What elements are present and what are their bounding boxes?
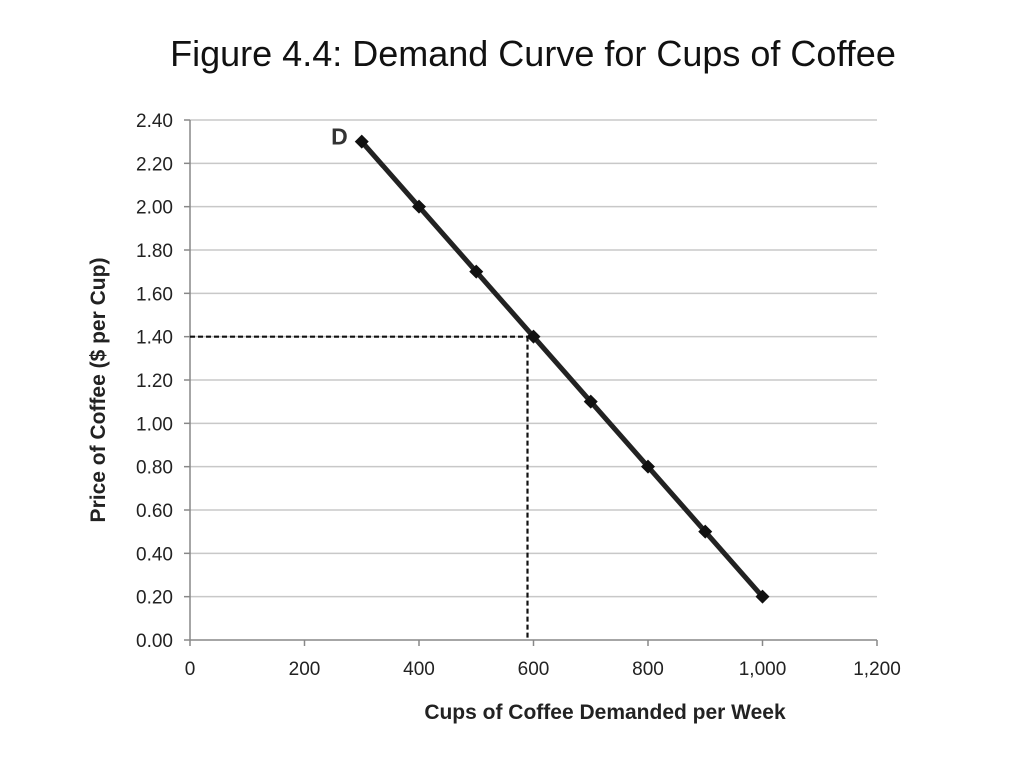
grid-lines	[190, 119, 877, 598]
tick-labels: 0.00 0.20 0.40 0.60 0.80 1.00 1.20 1.40 1.60 1.80…	[136, 111, 901, 680]
y-tick-label: 1.80	[136, 241, 173, 262]
x-tick-label: 1,200	[853, 659, 901, 680]
y-tick-label: 1.40	[136, 328, 173, 349]
y-tick-label: 0.80	[136, 458, 173, 479]
y-tick-label: 1.60	[136, 284, 173, 305]
y-tick-label: 2.00	[136, 198, 173, 219]
x-tick-label: 200	[289, 659, 321, 680]
series-label-D: D	[331, 124, 348, 150]
x-tick-label: 600	[518, 659, 550, 680]
y-tick-label: 0.20	[136, 588, 173, 609]
axes	[184, 119, 878, 646]
x-tick-label: 400	[403, 659, 435, 680]
demand-point-marker	[641, 459, 655, 474]
y-tick-label: 1.20	[136, 371, 173, 392]
demand-point-marker	[469, 264, 484, 279]
demand-curve-line	[359, 139, 765, 600]
reference-lines	[190, 335, 529, 640]
y-tick-label: 0.40	[136, 544, 173, 565]
x-tick-label: 1,000	[739, 659, 787, 680]
demand-point-marker	[412, 199, 426, 214]
chart-title: Figure 4.4: Demand Curve for Cups of Cof…	[170, 33, 896, 74]
y-axis-label: Price of Coffee ($ per Cup)	[87, 258, 110, 523]
demand-series: D	[331, 124, 770, 604]
y-tick-label: 2.40	[136, 111, 173, 132]
y-tick-label: 1.00	[136, 414, 173, 435]
demand-point-marker	[755, 589, 770, 604]
y-tick-label: 0.60	[136, 501, 173, 522]
x-tick-label: 0	[185, 659, 196, 680]
x-axis-label: Cups of Coffee Demanded per Week	[424, 701, 786, 724]
y-tick-label: 2.20	[136, 154, 173, 175]
y-tick-label: 0.00	[136, 631, 173, 652]
demand-point-marker	[583, 394, 598, 409]
demand-point-marker	[526, 329, 541, 344]
x-tick-label: 800	[632, 659, 664, 680]
demand-point-marker	[698, 524, 713, 539]
demand-point-marker	[354, 134, 369, 149]
